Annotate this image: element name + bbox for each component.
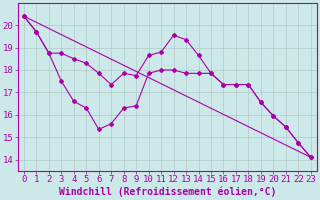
X-axis label: Windchill (Refroidissement éolien,°C): Windchill (Refroidissement éolien,°C) xyxy=(59,187,276,197)
